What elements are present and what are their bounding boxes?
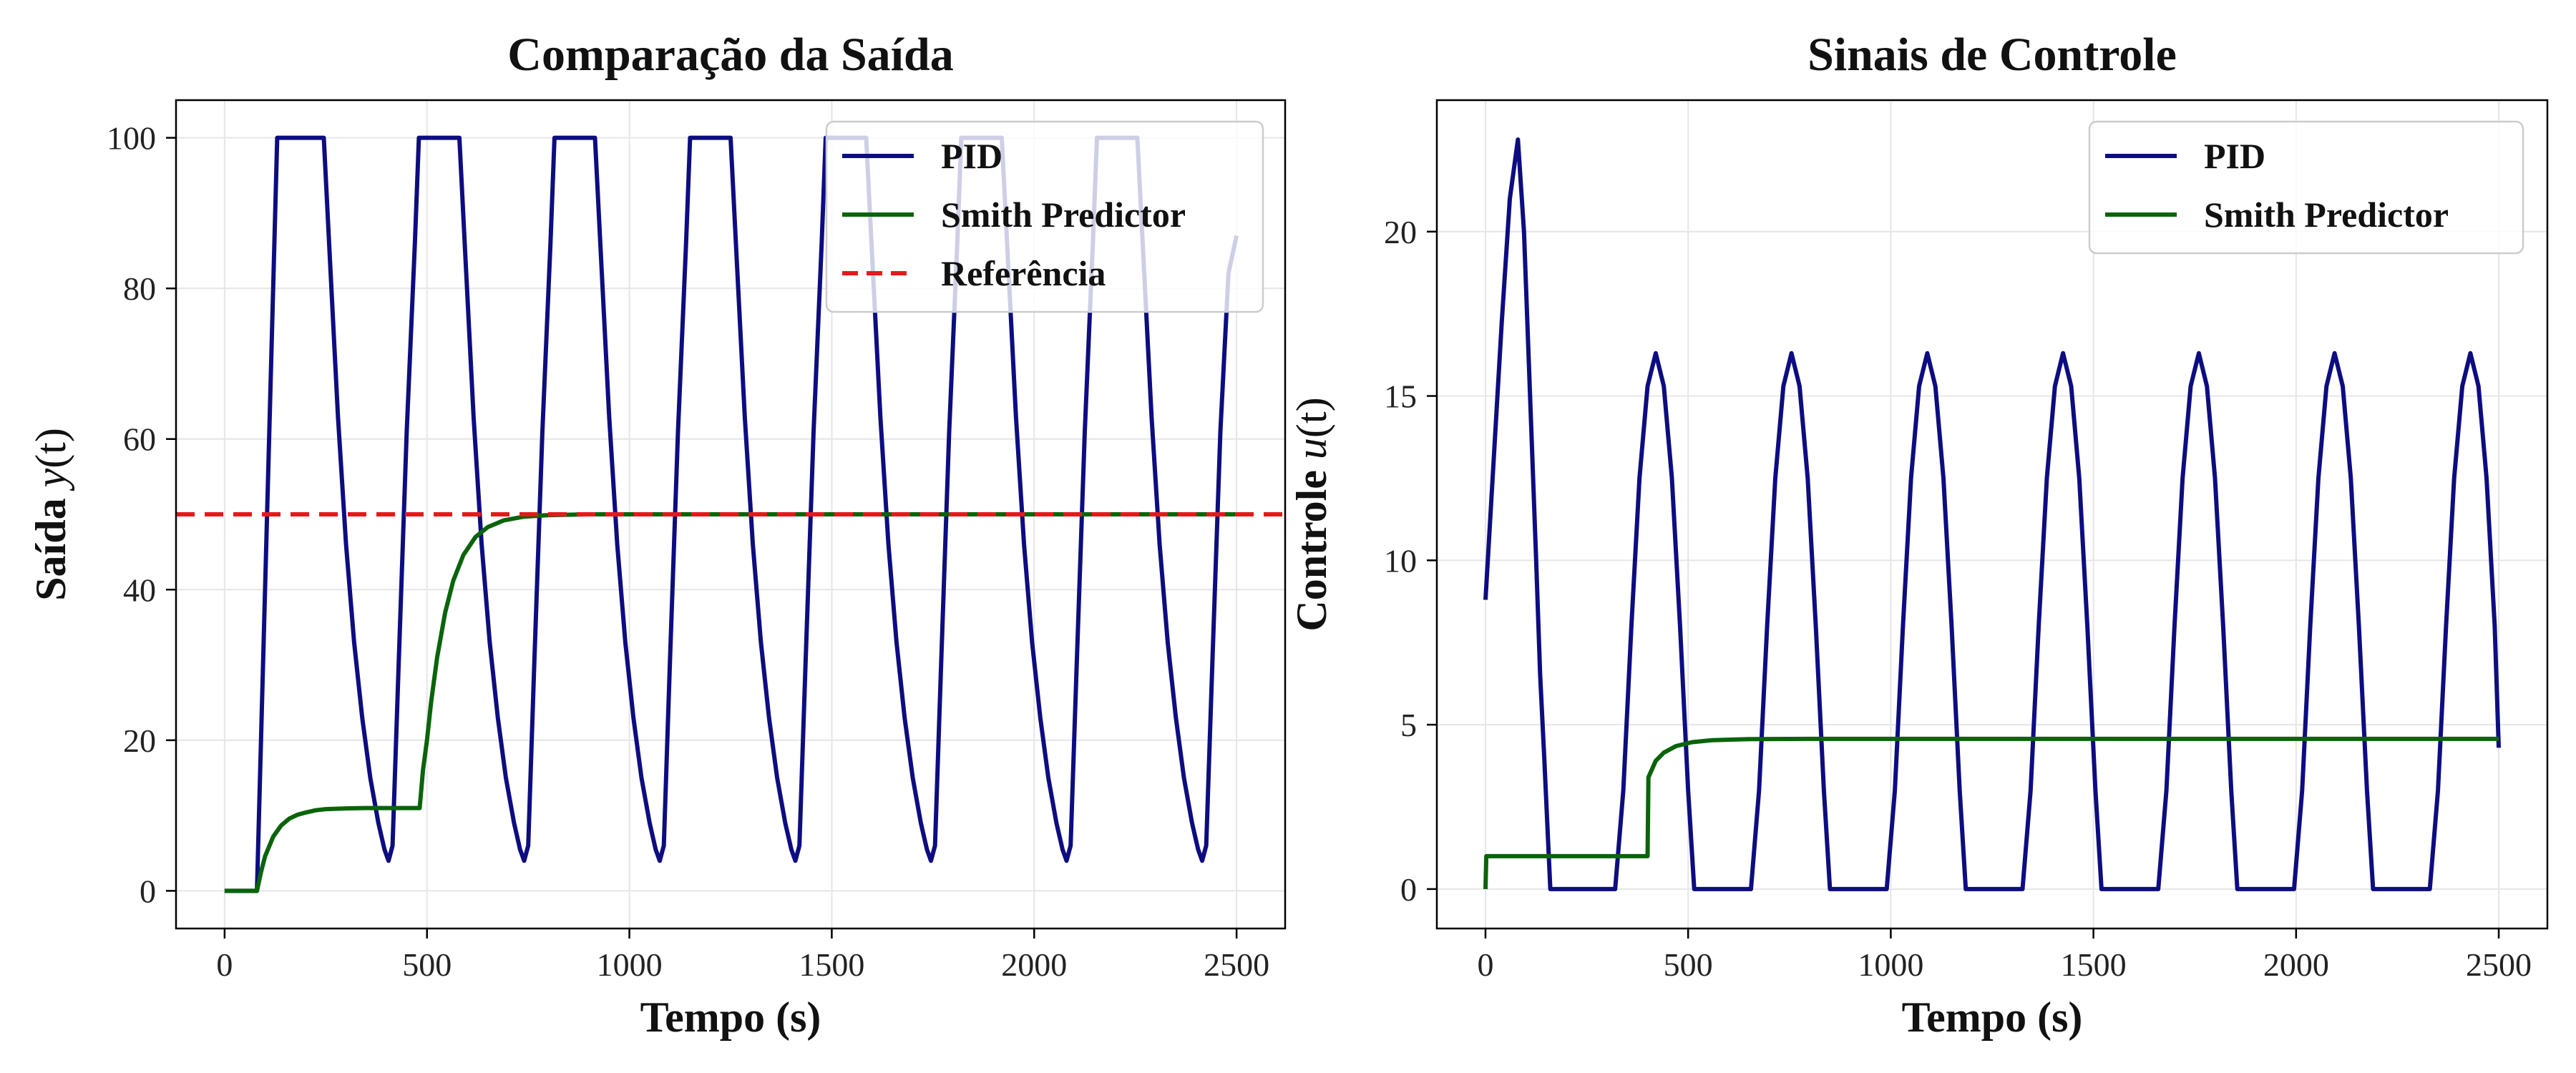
x-tick-label-5: 2500 <box>2466 946 2532 983</box>
x-tick-label-4: 2000 <box>1001 946 1067 983</box>
x-tick-label-1: 500 <box>402 946 452 983</box>
legend-box <box>2088 120 2524 255</box>
x-tick-label-5: 2500 <box>1204 946 1269 983</box>
y-tick-label-1: 5 <box>1400 707 1417 743</box>
legend-label-1: Smith Predictor <box>941 195 1186 235</box>
y-tick-label-1: 20 <box>123 722 156 759</box>
y-tick-label-3: 60 <box>123 421 156 458</box>
y-tick-label-4: 80 <box>123 270 156 307</box>
y-tick-label-2: 40 <box>123 572 156 608</box>
legend-box <box>825 120 1264 313</box>
y-axis-label: Saída y(t) <box>27 428 74 601</box>
y-tick-label-3: 15 <box>1384 378 1417 415</box>
series-line-pid <box>1483 137 2501 891</box>
x-tick-label-3: 1500 <box>799 946 864 983</box>
plot-area <box>176 135 1285 893</box>
x-axis-label: Tempo (s) <box>1902 994 2083 1041</box>
legend: PID Smith Predictor Referência <box>825 120 1264 313</box>
axes-frame <box>175 99 1287 930</box>
legend-label-0: PID <box>2204 136 2265 176</box>
legend-label-2: Referência <box>941 253 1106 293</box>
y-axis-label: Controle u(t) <box>1288 397 1335 631</box>
legend: PID Smith Predictor <box>2088 120 2524 255</box>
plot-area <box>1483 137 2501 891</box>
x-tick-label-3: 1500 <box>2061 946 2127 983</box>
x-tick-label-0: 0 <box>1477 946 1493 983</box>
chart-panel-1: 0 500 1000 1500 2000 2500 0 20 40 60 80 100 Comparaç… <box>27 29 1287 1041</box>
y-tick-label-0: 0 <box>1400 871 1417 908</box>
x-tick-label-4: 2000 <box>2263 946 2329 983</box>
legend-label-0: PID <box>941 136 1002 176</box>
series-line-smith-predictor <box>1483 736 2499 889</box>
y-tick-label-0: 0 <box>140 873 156 909</box>
series-line-smith-predictor <box>224 512 1237 893</box>
chart-title: Comparação da Saída <box>507 29 953 81</box>
y-tick-label-5: 100 <box>107 120 156 157</box>
y-tick-label-4: 20 <box>1384 214 1417 250</box>
x-tick-label-2: 1000 <box>597 946 663 983</box>
x-tick-label-1: 500 <box>1664 946 1713 983</box>
x-axis-label: Tempo (s) <box>640 994 821 1041</box>
chart-panel-2: 0 500 1000 1500 2000 2500 0 5 10 15 20 Sinais de Co… <box>1288 29 2549 1041</box>
y-tick-label-2: 10 <box>1384 542 1417 579</box>
x-tick-label-0: 0 <box>216 946 233 983</box>
x-tick-label-2: 1000 <box>1858 946 1923 983</box>
legend-label-1: Smith Predictor <box>2204 195 2449 235</box>
chart-title: Sinais de Controle <box>1807 29 2177 81</box>
axes-frame <box>1435 99 2549 930</box>
series-line-pid <box>224 135 1239 893</box>
